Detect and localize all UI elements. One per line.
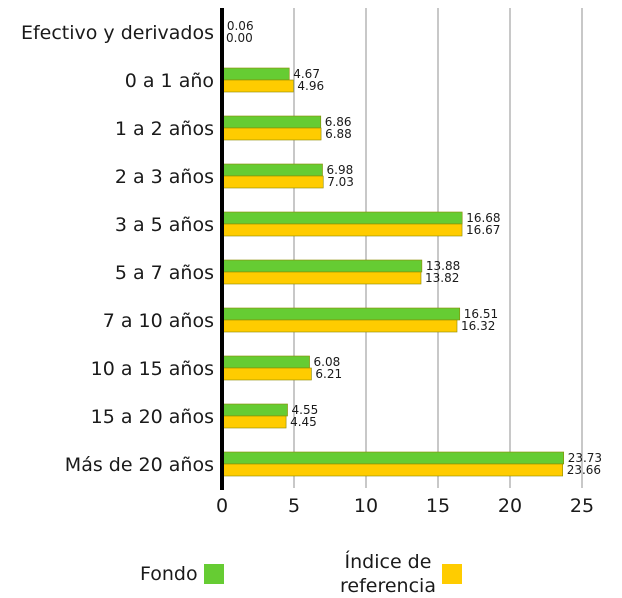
data-label: 16.32 xyxy=(461,319,495,333)
legend-swatch-indice xyxy=(441,564,462,584)
legend-label-indice: Índice de referencia xyxy=(340,550,436,598)
bar-fondo xyxy=(221,355,310,369)
legend-label-fondo: Fondo xyxy=(140,563,198,585)
category-label: 10 a 15 años xyxy=(91,358,214,380)
data-label: 6.08 xyxy=(314,355,341,369)
category-label: 2 a 3 años xyxy=(115,166,214,188)
data-label: 16.51 xyxy=(464,307,498,321)
bar-fondo xyxy=(221,163,323,177)
data-label: 4.67 xyxy=(293,67,320,81)
bar-indice xyxy=(221,223,463,237)
bar-fondo xyxy=(221,67,290,81)
data-label: 6.86 xyxy=(325,115,352,129)
category-label: Más de 20 años xyxy=(65,454,214,476)
data-label: 4.45 xyxy=(290,415,317,429)
tick-labels: 0 5 10 15 20 25 xyxy=(216,495,594,517)
bar-indice xyxy=(221,271,422,285)
data-label: 13.82 xyxy=(425,271,459,285)
bar-fondo xyxy=(221,211,463,225)
x-tick-label: 5 xyxy=(288,495,300,517)
category-label: 3 a 5 años xyxy=(115,214,214,236)
bars: 0.060.004.674.966.866.886.987.0316.6816.… xyxy=(221,19,602,477)
x-tick-label: 10 xyxy=(354,495,378,517)
x-tick-label: 25 xyxy=(570,495,594,517)
category-label: 0 a 1 año xyxy=(125,70,214,92)
data-label: 6.88 xyxy=(325,127,352,141)
data-label: 6.21 xyxy=(315,367,342,381)
bar-indice xyxy=(221,463,564,477)
data-label: 16.68 xyxy=(466,211,500,225)
bar-fondo xyxy=(221,403,288,417)
legend-label-indice-line1: Índice de xyxy=(344,551,432,573)
category-label: Efectivo y derivados xyxy=(21,22,214,44)
bar-fondo xyxy=(221,451,565,465)
bar-indice xyxy=(221,319,458,333)
x-tick-label: 20 xyxy=(498,495,522,517)
data-label: 16.67 xyxy=(466,223,500,237)
data-label: 4.55 xyxy=(292,403,319,417)
data-label: 4.96 xyxy=(297,79,324,93)
bar-fondo xyxy=(221,307,461,321)
legend-swatch-fondo xyxy=(203,564,224,584)
category-label: 1 a 2 años xyxy=(115,118,214,140)
bar-indice xyxy=(221,175,324,189)
category-label: 7 a 10 años xyxy=(103,310,214,332)
gridlines xyxy=(293,8,583,488)
bar-indice xyxy=(221,127,322,141)
legend-item-fondo: Fondo xyxy=(140,562,224,586)
legend-item-indice: Índice de referencia xyxy=(340,550,462,598)
legend-label-indice-line2: referencia xyxy=(340,575,436,597)
category-labels: Efectivo y derivados 0 a 1 año 1 a 2 años 2… xyxy=(21,22,214,476)
bar-fondo xyxy=(221,115,322,129)
data-label: 23.73 xyxy=(568,451,602,465)
category-label: 5 a 7 años xyxy=(115,262,214,284)
x-tick-label: 15 xyxy=(426,495,450,517)
category-label: 15 a 20 años xyxy=(91,406,214,428)
bar-chart: 0.060.004.674.966.866.886.987.0316.6816.… xyxy=(21,8,602,517)
data-label: 0.00 xyxy=(226,31,253,45)
data-label: 23.66 xyxy=(567,463,601,477)
bar-indice xyxy=(221,79,294,93)
bar-indice xyxy=(221,415,287,429)
legend: Fondo Índice de referencia xyxy=(0,550,622,598)
data-label: 13.88 xyxy=(426,259,460,273)
bar-indice xyxy=(221,367,312,381)
data-label: 6.98 xyxy=(327,163,354,177)
data-label: 7.03 xyxy=(327,175,354,189)
x-tick-label: 0 xyxy=(216,495,228,517)
bar-fondo xyxy=(221,259,423,273)
data-label: 0.06 xyxy=(227,19,254,33)
